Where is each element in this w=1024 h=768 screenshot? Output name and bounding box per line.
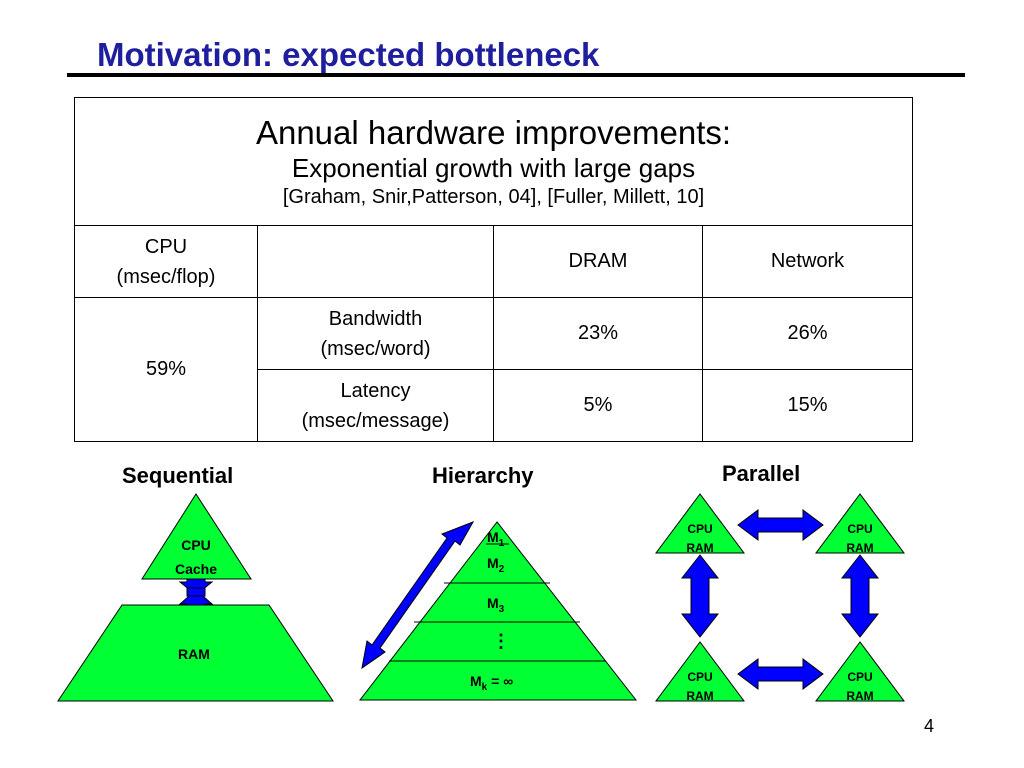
cpu-unit: (msec/flop) [116,265,216,288]
cpu-label: CPU [181,537,211,553]
latency-unit: (msec/message) [301,409,450,432]
parallel-node-top-right [815,493,905,554]
empty-header-cell [257,225,494,298]
bandwidth-label: Bandwidth [328,307,423,330]
hierarchy-diagram: M1 M2 M3 ⋮ Mk = ∞ [358,521,638,701]
sequential-title: Sequential [122,463,234,488]
network-column-header: Network [701,225,914,298]
node-bl-ram: RAM [686,689,713,703]
title-underline [67,73,965,77]
parallel-node-bottom-right [815,641,905,702]
hierarchy-pyramid [358,521,638,701]
node-tr-cpu: CPU [847,522,872,536]
level-ellipsis: ⋮ [492,631,510,651]
slide-title: Motivation: expected bottleneck [97,36,600,73]
cache-label: Cache [175,561,217,577]
table-header-title: Annual hardware improvements: [255,113,732,151]
page-number: 4 [924,716,935,736]
parallel-node-top-left [655,493,745,554]
ram-label: RAM [178,646,210,662]
node-br-ram: RAM [846,689,873,703]
hierarchy-title: Hierarchy [432,463,534,488]
node-br-cpu: CPU [847,670,872,684]
node-tl-ram: RAM [686,541,713,555]
bandwidth-network-value: 26% [701,297,914,370]
horizontal-arrow-bottom-icon [737,658,824,690]
dram-column-header: DRAM [493,225,703,298]
parallel-diagram: CPU RAM CPU RAM CPU RAM CPU RAM [655,493,905,703]
level-m1-label: M1 [487,529,505,549]
table-header: Annual hardware improvements: Exponentia… [73,97,914,226]
vertical-arrow-right-icon [840,554,880,638]
node-bl-cpu: CPU [687,670,712,684]
level-m2-label: M2 [487,555,505,575]
cpu-value-cell: 59% [74,297,258,442]
cpu-column-header: CPU (msec/flop) [74,225,258,298]
parallel-node-bottom-left [655,641,745,702]
hardware-improvements-table: Annual hardware improvements: Exponentia… [73,97,914,442]
vertical-arrow-left-icon [680,554,720,638]
table-header-subtitle: Exponential growth with large gaps [291,152,696,183]
parallel-title: Parallel [722,461,801,486]
ram-trapezoid [57,604,334,702]
cpu-label: CPU [144,235,188,258]
level-m3-label: M3 [487,595,505,615]
node-tl-cpu: CPU [687,522,712,536]
horizontal-arrow-top-icon [737,509,824,541]
bandwidth-row-label: Bandwidth (msec/word) [257,297,494,370]
node-tr-ram: RAM [846,541,873,555]
latency-label: Latency [340,379,411,402]
latency-network-value: 15% [701,369,914,442]
table-header-citation: [Graham, Snir,Patterson, 04], [Fuller, M… [282,185,705,208]
sequential-diagram: CPU Cache RAM [57,493,334,702]
bandwidth-unit: (msec/word) [320,337,431,360]
diagonal-double-arrow-icon [361,521,475,670]
latency-row-label: Latency (msec/message) [257,369,494,442]
level-mk-label: Mk = ∞ [470,673,513,693]
latency-dram-value: 5% [493,369,703,442]
double-arrow-shaft [186,587,206,597]
